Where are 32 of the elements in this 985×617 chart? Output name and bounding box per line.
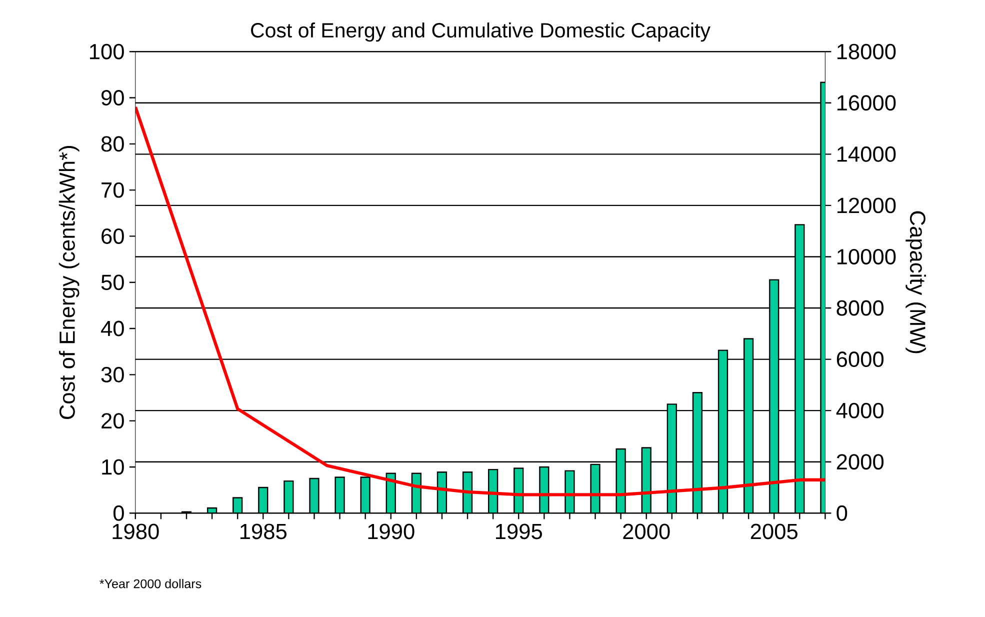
- y2-tick-label: 8000: [836, 300, 884, 316]
- x-tick-label: 1980: [112, 524, 159, 540]
- y-tick-label: 40: [100, 320, 124, 336]
- y-tick-label: 10: [102, 459, 124, 475]
- y-tick-label: 0: [113, 505, 124, 521]
- y-tick-label: 60: [102, 228, 124, 244]
- x-tick-label: 1990: [368, 524, 414, 540]
- y-axis-title: Cost of Energy (cents/kWh*): [58, 146, 80, 419]
- line-series: [135, 105, 826, 496]
- y-tick-label: 70: [102, 182, 124, 198]
- y2-tick-label: 2000: [836, 454, 884, 470]
- y2-axis-title: Capacity (MW): [906, 211, 926, 353]
- y2-tick-label: 4000: [836, 402, 884, 418]
- y2-tick-label: 16000: [837, 94, 896, 110]
- y2-tick-label: 6000: [836, 351, 884, 367]
- y2-tick-label: 0: [836, 505, 848, 521]
- y-tick-label: 100: [90, 44, 124, 60]
- y2-tick-label: 10000: [837, 248, 896, 264]
- x-tick-label: 2000: [623, 524, 670, 540]
- x-tick-label: 2005: [750, 524, 798, 540]
- y2-tick-label: 18000: [837, 44, 896, 60]
- chart-title: Cost of Energy and Cumulative Domestic Capacity: [251, 22, 710, 42]
- y-tick-label: 80: [101, 136, 124, 152]
- text: *Year 2000 dollars: [100, 578, 202, 588]
- y-tick-label: 50: [101, 274, 124, 290]
- x-tick-label: 1995: [496, 524, 542, 540]
- y-tick-label: 30: [101, 366, 124, 382]
- y-tick-label: 90: [102, 90, 124, 106]
- y2-tick-label: 12000: [837, 198, 896, 213]
- y2-tick-label: 14000: [837, 146, 896, 162]
- x-tick-label: 1985: [240, 524, 286, 540]
- y-tick-label: 20: [102, 412, 124, 428]
